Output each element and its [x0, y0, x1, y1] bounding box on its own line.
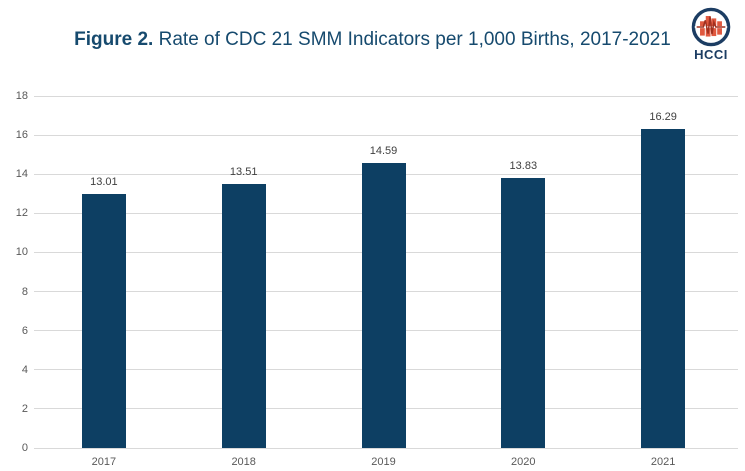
hcci-logo: HCCI	[688, 6, 734, 62]
chart-title-text: Rate of CDC 21 SMM Indicators per 1,000 …	[153, 29, 671, 50]
x-tick-label: 2020	[511, 456, 536, 468]
bar-value-label: 13.83	[509, 159, 538, 172]
logo-pulse-icon	[696, 16, 726, 35]
hcci-logo-icon	[691, 7, 731, 47]
y-tick-label: 2	[21, 402, 28, 415]
bar-value-label: 14.59	[369, 144, 398, 157]
chart-title: Figure 2. Rate of CDC 21 SMM Indicators …	[0, 28, 745, 52]
bar	[641, 129, 686, 448]
gridline	[34, 95, 738, 97]
y-tick-label: 4	[21, 363, 28, 376]
bar	[501, 177, 546, 448]
x-tick-label: 2019	[371, 456, 396, 468]
x-tick-label: 2017	[91, 456, 117, 468]
y-tick-label: 8	[21, 285, 28, 298]
bar	[361, 162, 406, 448]
y-tick-label: 10	[15, 246, 28, 259]
hcci-logo-text: HCCI	[694, 47, 728, 62]
bar	[221, 183, 266, 448]
x-tick-label: 2021	[650, 456, 676, 468]
bar	[81, 193, 126, 448]
bar-value-label: 13.51	[229, 165, 258, 178]
y-tick-label: 12	[15, 207, 28, 220]
y-tick-label: 6	[21, 324, 28, 337]
bar-value-label: 13.01	[90, 175, 118, 188]
y-tick-label: 18	[15, 90, 28, 102]
chart-title-prefix: Figure 2.	[74, 29, 154, 50]
y-tick-label: 14	[15, 168, 28, 181]
x-tick-label: 2018	[231, 456, 256, 468]
gridline	[34, 134, 738, 136]
bar-value-label: 16.29	[649, 111, 677, 124]
gridline	[34, 447, 738, 449]
y-tick-label: 0	[21, 442, 28, 454]
y-tick-label: 16	[15, 129, 28, 142]
